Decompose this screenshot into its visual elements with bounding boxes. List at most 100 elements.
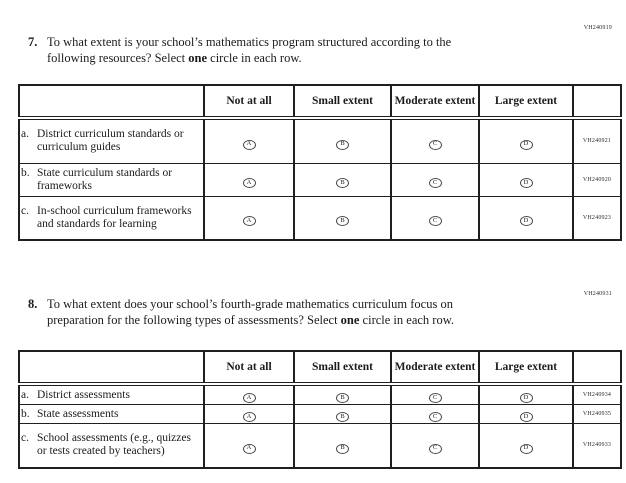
row-letter: b. [21,166,30,179]
response-oval-a[interactable]: A [242,177,256,188]
answer-cell: A [203,423,295,468]
column-header-moderate-extent: Moderate extent [390,84,480,120]
answer-cell: D [478,162,574,197]
response-oval-d[interactable]: D [519,393,533,404]
question-7-text: To what extent is your school’s mathemat… [47,35,580,66]
response-oval-d[interactable]: D [519,139,533,150]
table-row: b. State assessments A B C D VH240935 [18,404,622,424]
row-letter: c. [21,204,29,217]
question-8-line2: preparation for the following types of a… [47,312,341,327]
question-7-bold-word: one [188,50,208,65]
response-oval-a[interactable]: A [242,216,256,226]
answer-cell: B [293,162,392,197]
row-letter: a. [21,388,29,401]
row-accession-code: VH240933 [572,423,622,468]
question-8-line1: To what extent does your school’s fourth… [47,297,453,311]
row-letter: c. [21,432,29,445]
question-7-line2-end: circle in each row. [207,50,302,65]
row-label: State assessments [37,407,119,420]
question-7-line1: To what extent is your school’s mathemat… [47,35,452,49]
response-oval-d[interactable]: D [519,216,533,226]
row-label-cell: b. State curriculum standards or framewo… [18,162,205,197]
response-oval-d[interactable]: D [519,443,533,454]
response-oval-b[interactable]: B [336,216,349,226]
table-row: a. District curriculum standards or curr… [18,117,622,164]
table-row: b. State curriculum standards or framewo… [18,162,622,197]
column-header-small-extent: Small extent [293,350,392,386]
response-oval-c[interactable]: C [428,139,442,150]
answer-cell: C [390,195,480,241]
row-accession-code: VH240920 [572,162,622,197]
answer-cell: D [478,404,574,424]
response-oval-a[interactable]: A [242,412,256,423]
table-8-code-header-cell [572,350,622,386]
table-row: c. School assessments (e.g., quizzes or … [18,423,622,468]
question-7: 7. To what extent is your school’s mathe… [28,35,580,66]
row-accession-code: VH240934 [572,383,622,405]
column-header-large-extent: Large extent [478,350,574,386]
answer-cell: D [478,117,574,164]
answer-cell: B [293,195,392,241]
question-7-line2: following resources? Select [47,50,189,65]
answer-cell: D [478,423,574,468]
answer-cell: C [390,404,480,424]
question-7-accession-code: VH240919 [583,25,612,31]
answer-cell: D [478,195,574,241]
response-oval-c[interactable]: C [428,393,442,404]
row-label-cell: c. School assessments (e.g., quizzes or … [18,423,205,468]
row-label-cell: c. In-school curriculum frameworks and s… [18,195,205,241]
column-header-small-extent: Small extent [293,84,392,120]
answer-cell: A [203,404,295,424]
response-oval-b[interactable]: B [336,393,349,404]
row-label-cell: a. District assessments [18,383,205,405]
question-8-line2-end: circle in each row. [359,312,455,327]
question-8-bold-word: one [340,312,360,327]
answer-cell: C [390,423,480,468]
response-oval-d[interactable]: D [519,177,533,188]
response-oval-c[interactable]: C [428,216,442,226]
row-label: District curriculum standards or curricu… [37,128,184,154]
row-label-cell: b. State assessments [18,404,205,424]
table-row: c. In-school curriculum frameworks and s… [18,195,622,241]
table-8-header-row: Not at all Small extent Moderate extent … [18,350,622,386]
row-label: State curriculum standards or frameworks [37,166,173,192]
question-8-table: Not at all Small extent Moderate extent … [18,350,622,469]
question-8-number: 8. [28,297,38,311]
table-row: a. District assessments A B C D VH240934 [18,383,622,405]
question-8-accession-code: VH240931 [583,291,612,297]
answer-cell: C [390,383,480,405]
table-7-header-row: Not at all Small extent Moderate extent … [18,84,622,120]
response-oval-a[interactable]: A [242,393,256,404]
response-oval-b[interactable]: B [336,443,349,454]
answer-cell: C [390,117,480,164]
response-oval-c[interactable]: C [428,412,442,423]
response-oval-d[interactable]: D [519,412,533,423]
row-label-cell: a. District curriculum standards or curr… [18,117,205,164]
answer-cell: D [478,383,574,405]
response-oval-a[interactable]: A [242,139,256,150]
column-header-moderate-extent: Moderate extent [390,350,480,386]
response-oval-b[interactable]: B [336,412,349,423]
response-oval-b[interactable]: B [336,139,349,150]
column-header-not-at-all: Not at all [203,350,295,386]
answer-cell: B [293,404,392,424]
answer-cell: B [293,423,392,468]
question-8: 8. To what extent does your school’s fou… [28,297,580,328]
response-oval-c[interactable]: C [428,443,442,454]
answer-cell: B [293,383,392,405]
response-oval-c[interactable]: C [428,177,442,188]
response-oval-b[interactable]: B [336,177,349,188]
response-oval-a[interactable]: A [242,443,256,454]
table-7-corner-cell [18,84,205,120]
row-label: School assessments (e.g., quizzes or tes… [37,432,191,458]
row-accession-code: VH240923 [572,195,622,241]
row-label: District assessments [37,388,130,401]
answer-cell: A [203,195,295,241]
row-accession-code: VH240921 [572,117,622,164]
answer-cell: A [203,162,295,197]
table-7-code-header-cell [572,84,622,120]
table-8-corner-cell [18,350,205,386]
question-7-number: 7. [28,35,38,49]
question-7-table: Not at all Small extent Moderate extent … [18,84,622,241]
